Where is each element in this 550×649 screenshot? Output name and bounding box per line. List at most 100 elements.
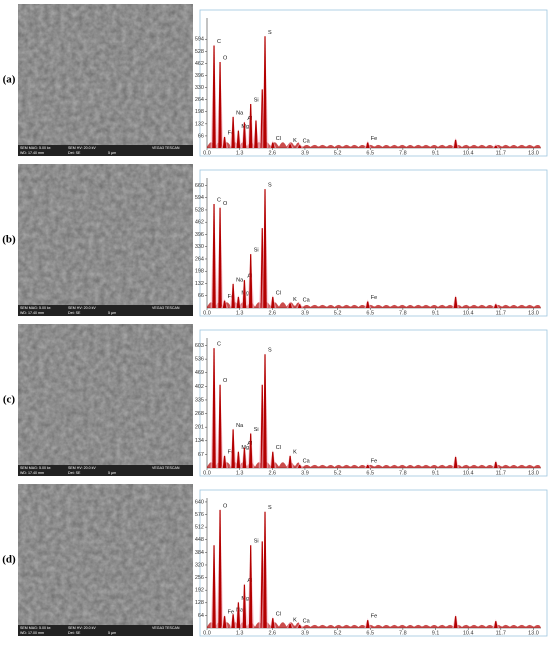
peak — [288, 303, 292, 308]
peak — [365, 464, 370, 468]
peak — [236, 130, 241, 148]
peak — [297, 145, 302, 148]
peak — [248, 433, 253, 468]
peak-label: K — [293, 138, 297, 144]
x-tick-label: 3.9 — [301, 310, 309, 316]
peak-label: Na — [236, 608, 244, 614]
sem-texture — [18, 484, 193, 629]
sem-info: 5 µm — [108, 631, 116, 635]
peak-label: O — [223, 201, 228, 207]
x-tick-label: 2.6 — [268, 150, 276, 156]
peak — [231, 116, 235, 148]
y-tick-label: 448 — [195, 537, 204, 543]
peak-label: Fe — [371, 295, 377, 301]
peak — [254, 120, 258, 148]
y-tick-label: 396 — [195, 232, 204, 238]
x-tick-label: 11.7 — [496, 150, 506, 156]
peak-label: Fe — [371, 614, 377, 620]
sem-info: 5 µm — [108, 311, 116, 315]
sem-info: SEM HV: 20.0 kV — [68, 466, 96, 470]
y-tick-label: 128 — [195, 600, 204, 606]
y-tick-label: 384 — [195, 550, 204, 556]
peak-label: Si — [254, 539, 259, 545]
peak-label: Ca — [303, 298, 311, 304]
x-tick-label: 13.0 — [528, 630, 539, 636]
x-tick-label: 0.0 — [203, 150, 211, 156]
peak-label: O — [223, 378, 228, 384]
y-tick-label: 264 — [195, 256, 204, 262]
y-tick-label: 640 — [195, 499, 204, 505]
sem-image: SEM MAG: 5.00 kx SEM HV: 20.0 kV VEGA3 TES… — [18, 324, 193, 476]
x-tick-label: 10.4 — [463, 310, 474, 316]
peak-label: C — [217, 197, 221, 203]
x-tick-label: 7.8 — [399, 310, 407, 316]
sem-info: Det: SE — [68, 471, 81, 475]
peak — [453, 296, 458, 308]
sem-info: SEM HV: 20.0 kV — [68, 146, 96, 150]
x-tick-label: 0.0 — [203, 470, 211, 476]
y-tick-label: 594 — [195, 37, 204, 43]
x-tick-label: 9.1 — [432, 630, 440, 636]
peak — [263, 36, 267, 148]
peak-label: Fe — [371, 458, 377, 464]
panel-label: (b) — [2, 234, 16, 246]
x-tick-label: 6.5 — [366, 310, 374, 316]
sem-image: SEM MAG: 5.00 kx SEM HV: 20.0 kV VEGA3 TES… — [18, 164, 193, 316]
peak-label: Si — [254, 98, 259, 104]
sem-info-bar — [18, 465, 193, 476]
y-tick-label: 256 — [195, 575, 204, 581]
x-tick-label: 7.8 — [399, 470, 407, 476]
y-tick-label: 576 — [195, 512, 204, 518]
peak — [236, 451, 241, 468]
panel-label: (a) — [3, 74, 16, 86]
y-tick-label: 330 — [195, 85, 204, 91]
peak-label: Mg — [241, 445, 249, 451]
x-tick-label: 11.7 — [496, 630, 506, 636]
peak — [271, 451, 275, 468]
x-tick-label: 3.9 — [301, 630, 309, 636]
peak — [297, 464, 302, 468]
y-tick-label: 64 — [198, 613, 204, 619]
sem-info: Det: SE — [68, 631, 81, 635]
x-tick-label: 2.6 — [268, 310, 276, 316]
peak — [453, 616, 458, 628]
x-tick-label: 5.2 — [334, 310, 342, 316]
sem-info: VEGA3 TESCAN — [152, 626, 180, 630]
peak-label: Si — [254, 248, 259, 254]
sem-texture — [18, 324, 193, 469]
y-tick-label: 462 — [195, 220, 204, 226]
peak — [271, 618, 275, 628]
peak — [242, 280, 247, 308]
peak-label: K — [293, 618, 297, 624]
peak — [288, 624, 292, 628]
peak-label: K — [293, 449, 297, 455]
peak-label: Cl — [276, 445, 281, 451]
x-tick-label: 3.9 — [301, 470, 309, 476]
x-tick-label: 5.2 — [334, 150, 342, 156]
x-tick-label: 6.5 — [366, 630, 374, 636]
peak — [218, 384, 222, 468]
sem-info: WD: 17.40 mm — [20, 151, 44, 155]
peak-label: Ca — [303, 458, 311, 464]
y-tick-label: 66 — [198, 293, 204, 299]
peak — [236, 602, 241, 628]
peak-label: O — [223, 55, 228, 61]
peak — [365, 301, 370, 308]
peak-label: Cl — [276, 136, 281, 142]
x-tick-label: 9.1 — [432, 150, 440, 156]
peak — [365, 142, 370, 148]
y-tick-label: 320 — [195, 562, 204, 568]
peak — [212, 545, 216, 628]
peak — [212, 204, 216, 308]
peak — [242, 447, 247, 468]
sem-info: SEM MAG: 5.00 kx — [20, 306, 51, 310]
y-tick-label: 198 — [195, 269, 204, 275]
y-tick-label: 192 — [195, 588, 204, 594]
peak-label: Fe — [228, 130, 234, 136]
sem-image: SEM MAG: 5.00 kx SEM HV: 20.0 kV VEGA3 TES… — [18, 484, 193, 636]
peak-label: S — [268, 348, 272, 354]
peak-label: S — [268, 183, 272, 189]
spectrum-frame — [199, 9, 548, 157]
x-tick-label: 1.3 — [236, 310, 244, 316]
peak-label: Fe — [228, 449, 234, 455]
